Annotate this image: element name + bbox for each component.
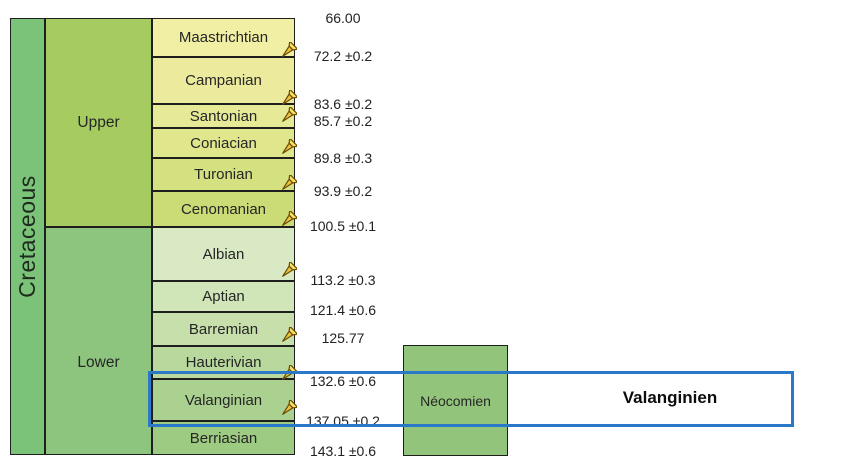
age-label: 83.6 ±0.2 [313, 96, 373, 112]
gssp-golden-spike-icon [282, 211, 297, 226]
stage-label: Campanian [185, 72, 262, 89]
stage-label: Aptian [202, 288, 245, 305]
gssp-golden-spike-icon [282, 175, 297, 190]
age-label: 143.1 ±0.6 [309, 443, 377, 459]
stage-row-turonian: Turonian [152, 158, 297, 191]
age-label: 89.8 ±0.3 [313, 150, 373, 166]
gssp-golden-spike-icon [282, 42, 297, 57]
period-label: Cretaceous [14, 175, 40, 298]
series-label-lower: Lower [77, 354, 120, 371]
stage-label: Turonian [194, 166, 253, 183]
neocomien-box: Néocomien [403, 345, 508, 456]
gssp-golden-spike-icon [282, 139, 297, 154]
stage-row-aptian: Aptian [152, 281, 295, 312]
age-label: 100.5 ±0.1 [309, 218, 377, 234]
age-label: 121.4 ±0.6 [309, 302, 377, 318]
stage-label: Albian [202, 245, 245, 263]
series-box-lower: Lower [45, 227, 152, 455]
stage-label: Valanginian [184, 391, 263, 409]
stage-row-maastrichtian: Maastrichtian [152, 18, 297, 57]
series-box-upper: Upper [45, 18, 152, 227]
stage-label: Hauterivian [185, 354, 262, 371]
stage-row-campanian: Campanian [152, 57, 297, 105]
stage-row-coniacian: Coniacian [152, 128, 297, 158]
valanginien-label: Valanginien [622, 388, 718, 407]
gssp-golden-spike-icon [282, 107, 297, 122]
age-label: 132.6 ±0.6 [309, 373, 377, 389]
age-label: 93.9 ±0.2 [313, 183, 373, 199]
stage-label: Berriasian [189, 429, 258, 447]
gssp-golden-spike-icon [282, 400, 297, 415]
gssp-golden-spike-icon [282, 90, 297, 105]
stage-row-barremian: Barremian [152, 312, 297, 346]
series-label-upper: Upper [77, 113, 120, 131]
stage-label: Maastrichtian [178, 29, 269, 46]
age-label: 85.7 ±0.2 [313, 113, 373, 129]
stage-row-albian: Albian [152, 227, 297, 281]
stage-row-cenomanian: Cenomanian [152, 191, 297, 227]
age-label: 125.77 [321, 330, 365, 346]
stage-label: Barremian [188, 320, 259, 338]
valanginian-highlight-rectangle [148, 371, 794, 427]
stage-row-santonian: Santonian [152, 104, 297, 128]
gssp-golden-spike-icon [282, 262, 297, 277]
stage-row-valanginian: Valanginian [152, 379, 297, 421]
stage-label: Coniacian [190, 134, 257, 152]
neocomien-label: Néocomien [420, 392, 491, 409]
stage-label: Santonian [189, 107, 258, 125]
stage-label: Cenomanian [180, 200, 267, 218]
age-label: 113.2 ±0.3 [310, 272, 376, 288]
age-label: 66.00 [325, 10, 361, 26]
age-label: 72.2 ±0.2 [313, 48, 373, 64]
period-column-cretaceous: Cretaceous [10, 18, 45, 455]
gssp-golden-spike-icon [282, 327, 297, 342]
